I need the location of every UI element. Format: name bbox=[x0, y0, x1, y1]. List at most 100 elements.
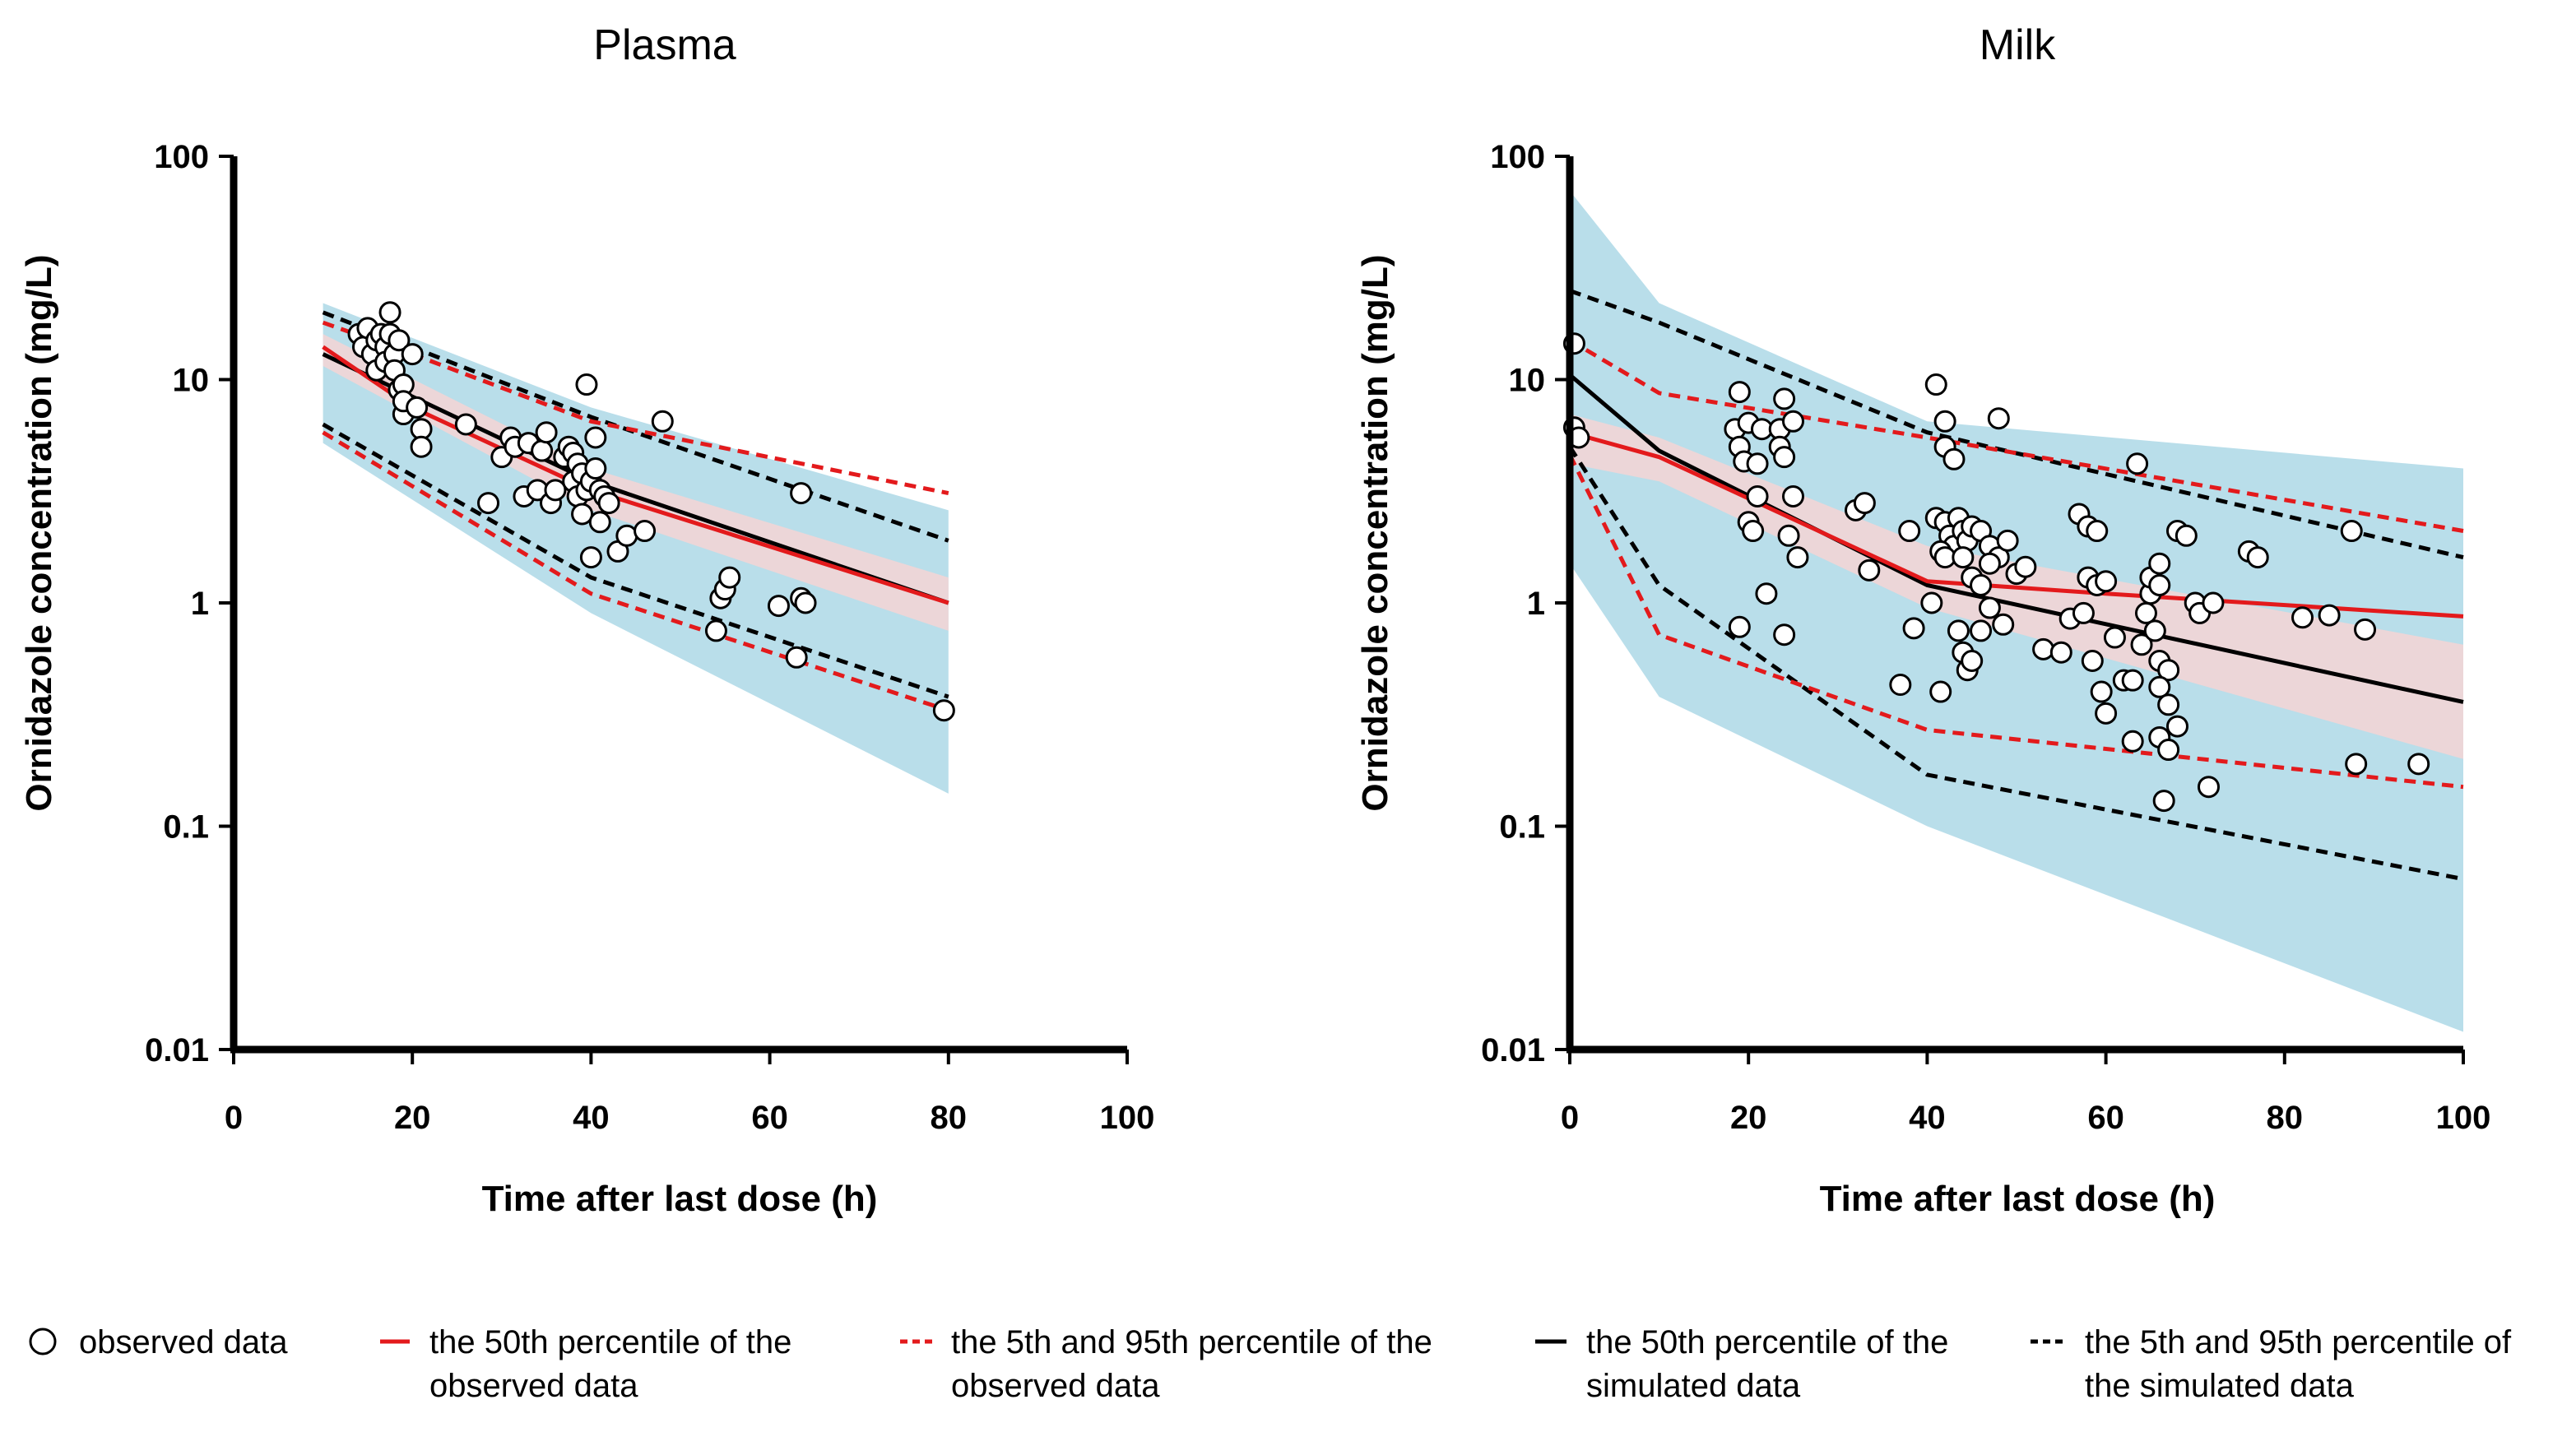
milk-observed-point bbox=[1728, 381, 1751, 404]
plasma-observed-point bbox=[531, 439, 554, 462]
milk-observed-point bbox=[2143, 619, 2166, 642]
plasma-observed-point bbox=[932, 699, 955, 722]
plasma-observed-point bbox=[718, 566, 741, 589]
milk-observed-point bbox=[2202, 591, 2225, 614]
milk-observed-point bbox=[2121, 730, 2144, 753]
milk-observed-point bbox=[2081, 649, 2104, 672]
legend-item-observed-percentiles: the 5th and 95th percentile of the obser… bbox=[900, 1324, 1432, 1404]
milk-observed-point bbox=[1773, 446, 1796, 469]
plasma-observed-point bbox=[588, 511, 611, 534]
legend-item-simulated-percentiles: the 5th and 95th percentile of the simul… bbox=[2031, 1324, 2512, 1404]
milk-y-axis-label: Ornidazole concentration (mg/L) bbox=[1355, 254, 1395, 811]
milk-observed-point bbox=[1782, 410, 1804, 433]
milk-lines bbox=[1567, 289, 2464, 882]
plasma-simulated-interval-band bbox=[323, 303, 949, 794]
plasma-x-tick-label: 60 bbox=[751, 1100, 788, 1136]
milk-observed-point bbox=[2246, 546, 2269, 569]
plasma-series-simulated-5th-percentile bbox=[322, 422, 949, 699]
milk-observed-point bbox=[1746, 452, 1769, 475]
milk-observed-point bbox=[1961, 649, 1984, 672]
milk-series-simulated-5th-percentile bbox=[1567, 445, 2464, 882]
milk-observed-point bbox=[1920, 591, 1943, 614]
milk-observed-point bbox=[2407, 753, 2430, 776]
milk-x-tick-label: 100 bbox=[2436, 1100, 2491, 1136]
milk-observed-point bbox=[2157, 693, 2180, 716]
plasma-x-tick-label: 80 bbox=[931, 1100, 968, 1136]
legend-label-simulated-percentiles-1: the 5th and 95th percentile of bbox=[2085, 1324, 2512, 1360]
plasma-x-tick-label: 40 bbox=[573, 1100, 610, 1136]
milk-observed-point bbox=[2095, 702, 2118, 725]
milk-observed-point bbox=[2090, 680, 2113, 703]
milk-observed-point bbox=[2318, 604, 2341, 627]
milk-observed-point bbox=[1970, 619, 1993, 642]
milk-observed-point bbox=[2175, 524, 2198, 547]
plasma-observed-point bbox=[388, 329, 411, 352]
milk-observed-point bbox=[2165, 715, 2188, 738]
milk-series-observed-95th-percentile bbox=[1568, 338, 2464, 533]
milk-observed-point bbox=[2345, 753, 2368, 776]
plasma-observed-point bbox=[454, 413, 477, 436]
plasma-y-tick-label: 10 bbox=[173, 363, 210, 399]
milk-observed-point bbox=[1728, 615, 1751, 638]
milk-observed-point bbox=[1786, 546, 1809, 569]
milk-observed-point bbox=[2130, 633, 2153, 656]
milk-observed-point bbox=[1902, 617, 1925, 640]
milk-observed-point bbox=[2157, 739, 2180, 762]
plasma-observed-point bbox=[615, 524, 638, 547]
milk-panel: Milk 0.01 0.1 1 10 100 0 20 40 60 80 100 Time afte… bbox=[1355, 21, 2490, 1219]
plasma-observed-point bbox=[651, 410, 674, 433]
milk-x-tick-label: 80 bbox=[2267, 1100, 2304, 1136]
plasma-observed-point bbox=[584, 426, 607, 449]
milk-observed-point bbox=[1970, 574, 1993, 597]
legend-label-simulated-median-2: simulated data bbox=[1586, 1368, 1801, 1404]
legend-label-observed-percentiles-1: the 5th and 95th percentile of the bbox=[951, 1324, 1432, 1360]
milk-observed-point bbox=[2157, 659, 2180, 682]
milk-observed-point bbox=[1755, 582, 1778, 605]
milk-observed-point bbox=[1942, 447, 1966, 470]
milk-x-tick-label: 40 bbox=[1909, 1100, 1946, 1136]
plasma-y-tick-label: 100 bbox=[154, 139, 209, 175]
plasma-x-tick-label: 20 bbox=[394, 1100, 431, 1136]
milk-observed-point bbox=[1987, 407, 2010, 430]
milk-observed-point bbox=[1933, 410, 1956, 433]
plasma-series-observed-5th-percentile bbox=[322, 430, 949, 713]
milk-observed-point bbox=[1898, 520, 1921, 543]
plasma-observed-point bbox=[406, 396, 429, 419]
milk-observed-point bbox=[1978, 552, 2001, 575]
legend-item-observed-median: the 50th percentile of the observed data bbox=[380, 1324, 791, 1404]
milk-series-observed-5th-percentile bbox=[1567, 453, 2464, 790]
milk-x-axis-label: Time after last dose (h) bbox=[1820, 1179, 2216, 1219]
milk-y-tick-label: 1 bbox=[1527, 586, 1545, 622]
plasma-observed-point bbox=[767, 595, 790, 618]
legend-label-simulated-percentiles-2: the simulated data bbox=[2085, 1368, 2355, 1404]
milk-x-tick-label: 0 bbox=[1561, 1100, 1579, 1136]
milk-observed-point bbox=[2086, 520, 2109, 543]
legend-label-observed-percentiles-2: observed data bbox=[951, 1368, 1160, 1404]
plasma-x-tick-label: 0 bbox=[225, 1100, 243, 1136]
milk-observed-point bbox=[2354, 618, 2377, 641]
plasma-observed-point bbox=[790, 482, 813, 505]
milk-observed-point bbox=[1978, 596, 2001, 619]
milk-observed-point bbox=[1992, 613, 2015, 636]
milk-observed-point bbox=[2121, 669, 2144, 692]
plasma-observed-points bbox=[347, 301, 955, 722]
legend-label-observed-median-2: observed data bbox=[429, 1368, 638, 1404]
milk-observed-point bbox=[1773, 387, 1796, 410]
milk-observed-point bbox=[1952, 546, 1975, 569]
plasma-observed-point bbox=[544, 479, 567, 502]
milk-observed-point bbox=[1746, 484, 1769, 507]
plasma-observed-median-band bbox=[323, 334, 949, 631]
milk-observed-point bbox=[2014, 555, 2037, 578]
plasma-panel: Plasma 0.01 0.1 1 10 100 0 20 40 60 80 100 Time af… bbox=[19, 21, 1154, 1219]
milk-x-tick-label: 60 bbox=[2087, 1100, 2124, 1136]
milk-series-simulated-95th-percentile bbox=[1569, 289, 2464, 560]
plasma-observed-point bbox=[794, 591, 817, 614]
milk-observed-point bbox=[1929, 680, 1952, 703]
milk-observed-point bbox=[2049, 641, 2072, 664]
milk-observed-point bbox=[1947, 619, 1970, 642]
milk-observed-point bbox=[2148, 552, 2171, 575]
milk-observed-point bbox=[1773, 623, 1796, 646]
milk-series-observed-50th-percentile bbox=[1569, 430, 2464, 619]
milk-observed-point bbox=[2072, 601, 2095, 624]
milk-observed-points bbox=[1562, 332, 2430, 813]
